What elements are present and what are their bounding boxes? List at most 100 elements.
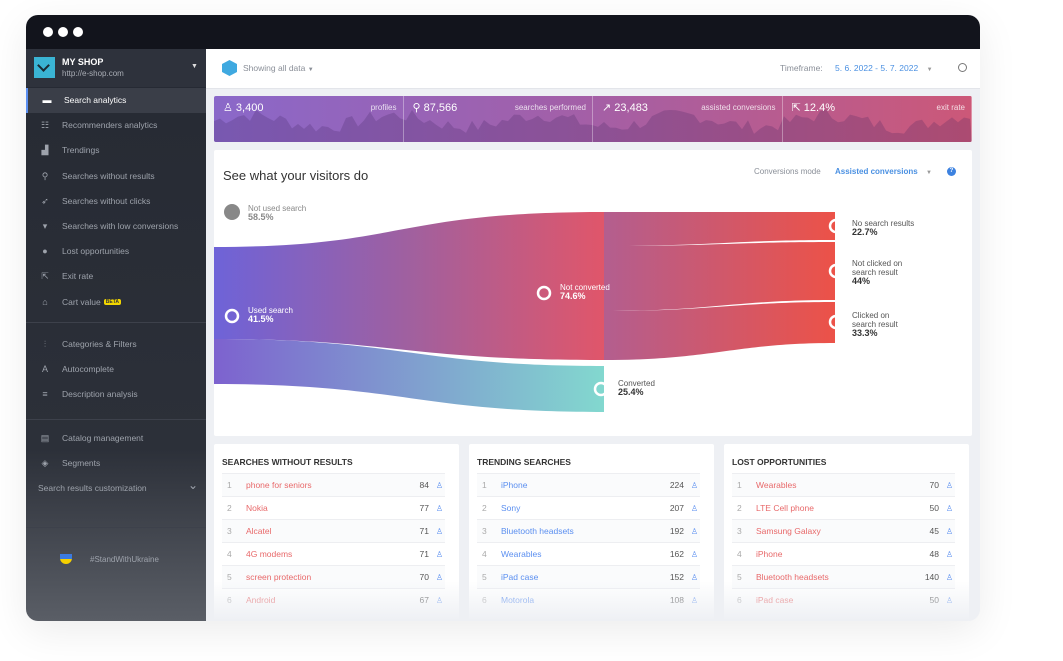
user-icon[interactable]: ♙ — [690, 573, 698, 582]
node-marker[interactable] — [536, 285, 552, 301]
row-query[interactable]: Bluetooth headsets — [756, 572, 829, 582]
sidebar-item-catalog-management[interactable]: ▤ Catalog management — [26, 426, 206, 451]
metric-number: 3,400 — [235, 102, 264, 114]
row-query[interactable]: LTE Cell phone — [756, 503, 814, 513]
sidebar-item-label: Searches without clicks — [62, 195, 151, 206]
row-query[interactable]: Wearables — [756, 480, 797, 490]
table-row[interactable]: 1 Wearables 70 ♙ — [732, 473, 955, 496]
user-icon[interactable]: ♙ — [435, 504, 443, 513]
table-row[interactable]: 2 LTE Cell phone 50 ♙ — [732, 496, 955, 519]
table-row[interactable]: 4 iPhone 48 ♙ — [732, 542, 955, 565]
caret-down-icon: ▼ — [925, 170, 932, 176]
shop-switcher[interactable]: MY SHOP http://e-shop.com ▼ — [26, 49, 206, 87]
table-rows: 1 Wearables 70 ♙ 2 LTE Cell phone 50 ♙ 3 Samsung … — [732, 473, 955, 611]
row-rank: 4 — [227, 549, 232, 559]
window-titlebar — [26, 15, 980, 49]
user-icon[interactable]: ♙ — [945, 527, 953, 536]
sidebar-item-lost-opportunities[interactable]: ● Lost opportunities — [26, 239, 206, 264]
metrics-bar: ♙ 3,400 profiles ⚲ 87,566 searches performe… — [214, 96, 972, 142]
timeframe-dropdown[interactable]: 5. 6. 2022 - 5. 7. 2022 ▼ — [835, 63, 933, 73]
table-row[interactable]: 2 Sony 207 ♙ — [477, 496, 700, 519]
user-icon[interactable]: ♙ — [435, 573, 443, 582]
table-row[interactable]: 4 4G modems 71 ♙ — [222, 542, 445, 565]
row-query[interactable]: phone for seniors — [246, 480, 312, 490]
node-marker[interactable] — [224, 308, 240, 324]
table-row[interactable]: 1 phone for seniors 84 ♙ — [222, 473, 445, 496]
row-query[interactable]: Wearables — [501, 549, 542, 559]
row-query[interactable]: iPhone — [501, 480, 528, 490]
sidebar-item-search-analytics[interactable]: ▬ Search analytics — [26, 88, 206, 113]
sidebar-item-exit-rate[interactable]: ⇱ Exit rate — [26, 264, 206, 289]
sidebar-item-cart-value[interactable]: ⌂ Cart value BETA — [26, 290, 206, 315]
metric-assisted-conversions[interactable]: ↗ 23,483 assisted conversions — [593, 96, 783, 142]
node-marker[interactable] — [828, 263, 844, 279]
metric-exit-rate[interactable]: ⇱ 12.4% exit rate — [783, 96, 972, 142]
node-marker[interactable] — [224, 204, 240, 220]
conversions-mode-dropdown[interactable]: Assisted conversions ▼ — [835, 167, 932, 176]
sidebar-item-segments[interactable]: ◈ Segments — [26, 451, 206, 476]
node-marker[interactable] — [593, 381, 609, 397]
divider — [26, 419, 206, 420]
row-count: 48 — [929, 549, 939, 559]
sidebar-item-trendings[interactable]: ▟ Trendings — [26, 138, 206, 163]
user-icon[interactable]: ♙ — [435, 481, 443, 490]
row-query[interactable]: iPad case — [501, 572, 539, 582]
stand-with-ukraine[interactable]: #StandWithUkraine — [90, 555, 159, 564]
row-count: 71 — [419, 526, 429, 536]
catalog-icon: ▤ — [40, 433, 50, 443]
row-query[interactable]: Nokia — [246, 503, 268, 513]
sidebar-item-recommenders-analytics[interactable]: ☷ Recommenders analytics — [26, 113, 206, 138]
user-icon[interactable]: ♙ — [945, 481, 953, 490]
top-header: Showing all data ▼ Timeframe: 5. 6. 2022… — [206, 49, 980, 89]
row-query[interactable]: Bluetooth headsets — [501, 526, 574, 536]
table-row[interactable]: 1 iPhone 224 ♙ — [477, 473, 700, 496]
sidebar-item-description-analysis[interactable]: ≡ Description analysis — [26, 382, 206, 407]
sidebar-item-searches-without-results[interactable]: ⚲ Searches without results — [26, 164, 206, 189]
row-query[interactable]: Sony — [501, 503, 521, 513]
row-rank: 5 — [227, 572, 232, 582]
autocomplete-icon: A — [41, 364, 48, 375]
table-row[interactable]: 2 Nokia 77 ♙ — [222, 496, 445, 519]
table-row[interactable]: 3 Alcatel 71 ♙ — [222, 519, 445, 542]
metric-profiles[interactable]: ♙ 3,400 profiles — [214, 96, 404, 142]
ukraine-flag-icon — [60, 554, 72, 564]
caret-down-icon: ▼ — [307, 67, 314, 73]
user-icon[interactable]: ♙ — [945, 573, 953, 582]
sidebar-item-searches-with-low-conversions[interactable]: ▾ Searches with low conversions — [26, 214, 206, 239]
table-title: LOST OPPORTUNITIES — [732, 457, 827, 467]
sankey-diagram — [214, 204, 844, 412]
user-icon[interactable]: ♙ — [945, 550, 953, 559]
data-filter-dropdown[interactable]: Showing all data ▼ — [243, 63, 314, 73]
node-marker[interactable] — [828, 314, 844, 330]
data-filter-label: Showing all data — [243, 63, 306, 73]
segments-icon: ◈ — [41, 458, 49, 469]
row-query[interactable]: Samsung Galaxy — [756, 526, 821, 536]
row-count: 70 — [929, 480, 939, 490]
sidebar-item-label: Search analytics — [64, 95, 127, 105]
sidebar-item-label: Lost opportunities — [62, 246, 130, 257]
search-icon[interactable] — [958, 63, 967, 72]
node-marker[interactable] — [828, 218, 844, 234]
user-icon[interactable]: ♙ — [945, 504, 953, 513]
help-icon[interactable]: ? — [947, 167, 956, 176]
sidebar-item-search-results-customization[interactable]: Search results customization ⌄ — [26, 476, 206, 501]
row-query[interactable]: iPhone — [756, 549, 783, 559]
sidebar-item-label: Segments — [62, 458, 101, 469]
table-row[interactable]: 3 Bluetooth headsets 192 ♙ — [477, 519, 700, 542]
metric-searches-performed[interactable]: ⚲ 87,566 searches performed — [404, 96, 593, 142]
row-query[interactable]: screen protection — [246, 572, 312, 582]
user-icon[interactable]: ♙ — [690, 504, 698, 513]
row-rank: 5 — [482, 572, 487, 582]
table-row[interactable]: 3 Samsung Galaxy 45 ♙ — [732, 519, 955, 542]
user-icon[interactable]: ♙ — [435, 550, 443, 559]
table-row[interactable]: 4 Wearables 162 ♙ — [477, 542, 700, 565]
sidebar-item-searches-without-clicks[interactable]: ➶ Searches without clicks — [26, 189, 206, 214]
sidebar-item-categories-filters[interactable]: ⫶ Categories & Filters — [26, 332, 206, 357]
row-query[interactable]: Alcatel — [246, 526, 272, 536]
user-icon[interactable]: ♙ — [690, 481, 698, 490]
row-query[interactable]: 4G modems — [246, 549, 293, 559]
user-icon[interactable]: ♙ — [435, 527, 443, 536]
user-icon[interactable]: ♙ — [690, 527, 698, 536]
user-icon[interactable]: ♙ — [690, 550, 698, 559]
sidebar-item-autocomplete[interactable]: A Autocomplete — [26, 357, 206, 382]
